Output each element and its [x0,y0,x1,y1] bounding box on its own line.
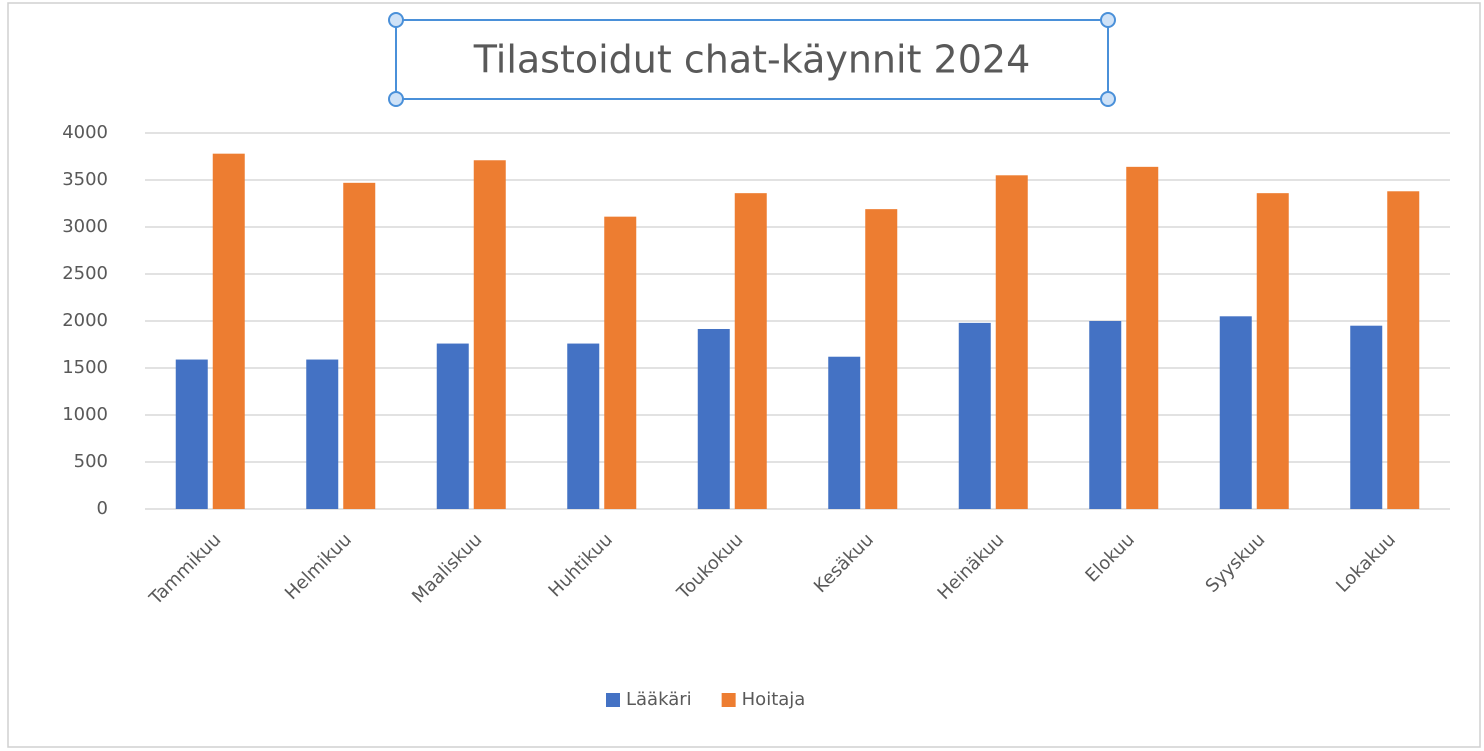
bar [212,153,245,509]
bar [1126,166,1159,509]
y-tick-label: 2500 [62,263,108,284]
bar [1350,325,1383,509]
bar [1256,193,1289,509]
y-tick-label: 1000 [62,404,108,425]
bar [1387,191,1420,509]
bar [697,328,730,509]
legend-label: Lääkäri [626,689,692,710]
bar [567,343,600,509]
legend-swatch [606,693,620,707]
y-tick-label: 0 [97,498,108,519]
handle [1100,12,1116,28]
y-tick-label: 3500 [62,169,108,190]
title-selection [388,12,1116,107]
bar [734,193,767,509]
legend-swatch [721,693,736,707]
bar [995,175,1028,510]
bar [1219,316,1252,509]
chart-title: Tilastoidut chat-käynnit 2024 [473,38,1031,82]
y-tick-label: 500 [74,451,108,472]
handle [388,12,404,28]
bar [473,160,506,509]
y-tick-label: 4000 [62,122,108,143]
selection-box [395,19,1109,100]
bar [828,356,861,509]
bar [343,182,376,509]
bar [306,359,339,509]
bar [958,322,991,509]
bar [1089,321,1122,509]
y-tick-label: 1500 [62,357,108,378]
bar [865,209,898,509]
y-tick-label: 3000 [62,216,108,237]
legend-label: Hoitaja [742,689,806,710]
handle [388,91,404,107]
bar [175,359,208,509]
bar [436,343,469,509]
handle [1100,91,1116,107]
bar [604,216,637,509]
y-tick-label: 2000 [62,310,108,331]
